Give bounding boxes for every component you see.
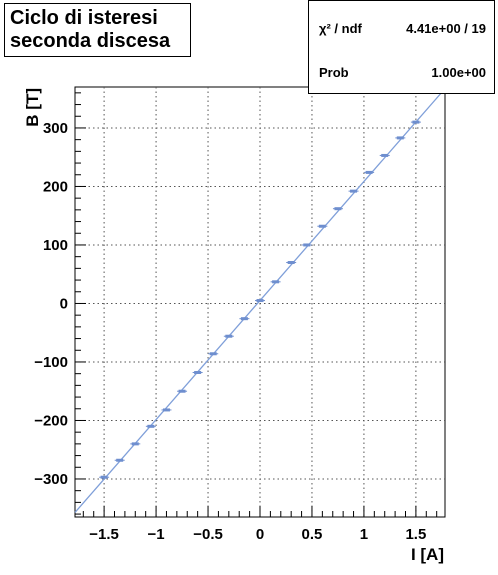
data-point — [208, 352, 219, 356]
y-axis-label: B [T] — [23, 88, 42, 127]
data-point — [239, 317, 250, 321]
data-point — [177, 389, 188, 393]
grid-lines — [75, 87, 445, 517]
y-tick-label: 300 — [43, 120, 68, 137]
x-tick-label: 1 — [360, 526, 368, 543]
data-point — [410, 120, 421, 124]
data-point — [161, 408, 172, 412]
data-point — [364, 170, 375, 174]
data-point — [270, 280, 281, 284]
data-point — [145, 424, 156, 428]
data-point — [130, 442, 141, 446]
data-point — [255, 299, 265, 303]
y-axis: −300 −200 −100 0 100 200 300 — [34, 92, 86, 515]
data-point — [286, 261, 297, 265]
stat-row-chi2: χ² / ndf 4.41e+00 / 19 — [309, 21, 494, 41]
data-point — [301, 243, 312, 247]
stat-row-prob: Prob 1.00e+00 — [309, 65, 494, 85]
y-tick-label: −300 — [34, 471, 68, 488]
y-tick-label: 0 — [60, 295, 68, 312]
data-points-layer — [99, 120, 421, 479]
data-point — [379, 153, 390, 157]
y-tick-label: 200 — [43, 178, 68, 195]
chart-title-box: Ciclo di isteresi seconda discesa — [4, 3, 191, 57]
x-tick-label: −1 — [148, 526, 165, 543]
stat-label: Prob — [319, 65, 349, 80]
fit-stats-box: χ² / ndf 4.41e+00 / 19 Prob 1.00e+00 — [308, 0, 495, 94]
y-tick-label: 100 — [43, 237, 68, 254]
x-axis: −1.5 −1 −0.5 0 0.5 1 1.5 — [82, 506, 438, 543]
x-axis-label: I [A] — [411, 545, 444, 564]
data-point — [99, 475, 110, 479]
x-tick-label: −0.5 — [193, 526, 223, 543]
y-tick-label: −200 — [34, 412, 68, 429]
data-point — [114, 458, 125, 462]
data-point — [223, 334, 234, 338]
x-tick-label: 1.5 — [405, 526, 426, 543]
data-point — [317, 224, 328, 228]
x-tick-label: 0 — [256, 526, 264, 543]
chart-title-line-1: Ciclo di isteresi — [10, 7, 158, 29]
data-point — [395, 136, 406, 140]
data-point — [332, 207, 343, 211]
stat-value: 4.41e+00 / 19 — [406, 21, 486, 36]
y-tick-label: −100 — [34, 354, 68, 371]
x-tick-label: 0.5 — [302, 526, 323, 543]
chart-title-line-2: seconda discesa — [10, 30, 171, 52]
stat-label: χ² / ndf — [319, 21, 362, 36]
data-point — [348, 189, 359, 193]
x-tick-label: −1.5 — [89, 526, 119, 543]
data-point — [192, 370, 203, 374]
stat-value: 1.00e+00 — [431, 65, 486, 80]
